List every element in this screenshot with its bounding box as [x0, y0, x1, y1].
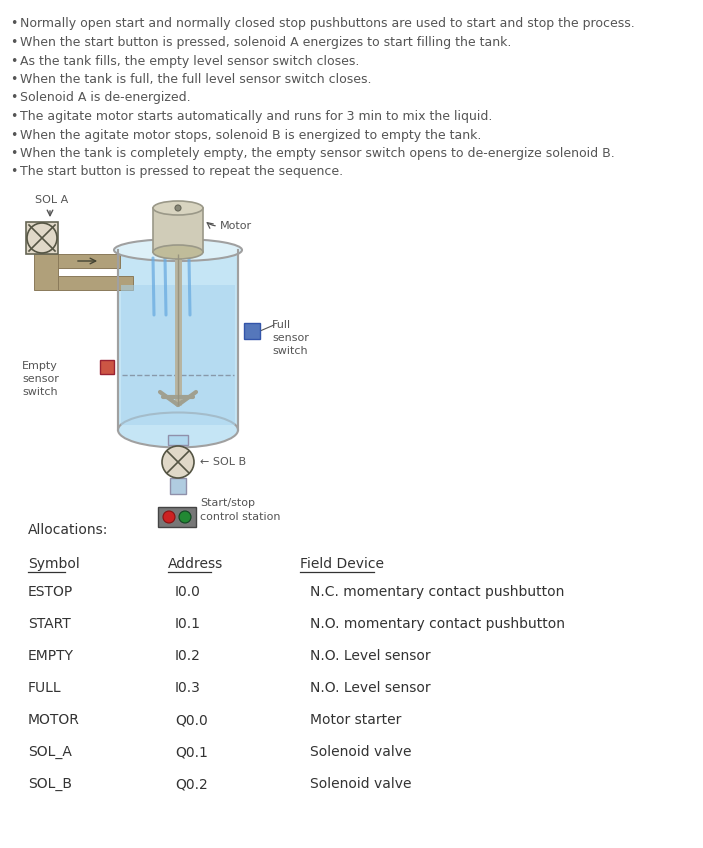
Circle shape: [163, 511, 175, 523]
Ellipse shape: [153, 245, 203, 259]
Ellipse shape: [118, 412, 238, 448]
Text: •: •: [10, 54, 18, 68]
Text: Solenoid valve: Solenoid valve: [310, 745, 411, 759]
Text: The start button is pressed to repeat the sequence.: The start button is pressed to repeat th…: [20, 165, 343, 178]
Circle shape: [175, 205, 181, 211]
Text: •: •: [10, 110, 18, 123]
Circle shape: [162, 446, 194, 478]
Text: •: •: [10, 18, 18, 31]
Bar: [244, 323, 260, 339]
Text: Normally open start and normally closed stop pushbuttons are used to start and s: Normally open start and normally closed …: [20, 18, 635, 31]
Text: •: •: [10, 129, 18, 142]
Text: Solenoid valve: Solenoid valve: [310, 777, 411, 791]
Text: When the tank is full, the full level sensor switch closes.: When the tank is full, the full level se…: [20, 73, 371, 86]
Bar: [100, 360, 114, 374]
Text: Full
sensor
switch: Full sensor switch: [272, 320, 309, 356]
Text: N.C. momentary contact pushbutton: N.C. momentary contact pushbutton: [310, 585, 565, 599]
Text: When the tank is completely empty, the empty sensor switch opens to de-energize : When the tank is completely empty, the e…: [20, 147, 614, 160]
Text: SOL A: SOL A: [35, 195, 68, 205]
Text: N.O. momentary contact pushbutton: N.O. momentary contact pushbutton: [310, 617, 565, 631]
Text: Address: Address: [168, 557, 224, 571]
Text: Q0.2: Q0.2: [175, 777, 208, 791]
Text: N.O. Level sensor: N.O. Level sensor: [310, 681, 431, 695]
Bar: [158, 507, 196, 527]
Text: SOL_B: SOL_B: [28, 777, 72, 791]
Text: N.O. Level sensor: N.O. Level sensor: [310, 649, 431, 663]
Bar: [42, 254, 120, 268]
Text: When the agitate motor stops, solenoid B is energized to empty the tank.: When the agitate motor stops, solenoid B…: [20, 129, 482, 142]
Text: MOTOR: MOTOR: [28, 713, 80, 727]
Text: As the tank fills, the empty level sensor switch closes.: As the tank fills, the empty level senso…: [20, 54, 359, 68]
Bar: [170, 478, 186, 494]
Bar: [118, 250, 238, 430]
Bar: [153, 208, 203, 252]
Bar: [26, 222, 58, 254]
Text: •: •: [10, 165, 18, 178]
Text: START: START: [28, 617, 71, 631]
Text: •: •: [10, 36, 18, 49]
Text: •: •: [10, 147, 18, 160]
Ellipse shape: [114, 239, 242, 261]
Text: SOL_A: SOL_A: [28, 745, 72, 759]
Text: •: •: [10, 73, 18, 86]
Text: Empty
sensor
switch: Empty sensor switch: [22, 361, 59, 398]
Text: Allocations:: Allocations:: [28, 523, 108, 537]
Text: ESTOP: ESTOP: [28, 585, 73, 599]
Text: I0.2: I0.2: [175, 649, 201, 663]
Text: When the start button is pressed, solenoid A energizes to start filling the tank: When the start button is pressed, soleno…: [20, 36, 511, 49]
Text: Field Device: Field Device: [300, 557, 384, 571]
Text: Motor starter: Motor starter: [310, 713, 401, 727]
Text: Symbol: Symbol: [28, 557, 79, 571]
Text: Start/stop
control station: Start/stop control station: [200, 499, 280, 522]
Text: The agitate motor starts automatically and runs for 3 min to mix the liquid.: The agitate motor starts automatically a…: [20, 110, 492, 123]
Text: •: •: [10, 92, 18, 104]
Bar: [34, 254, 58, 290]
Bar: [121, 285, 235, 425]
Text: Q0.1: Q0.1: [175, 745, 208, 759]
Text: I0.3: I0.3: [175, 681, 201, 695]
Text: I0.0: I0.0: [175, 585, 201, 599]
Ellipse shape: [153, 201, 203, 215]
Text: Solenoid A is de-energized.: Solenoid A is de-energized.: [20, 92, 191, 104]
Text: ← SOL B: ← SOL B: [200, 457, 246, 467]
Bar: [168, 435, 188, 445]
Circle shape: [179, 511, 191, 523]
Text: I0.1: I0.1: [175, 617, 201, 631]
Text: Motor: Motor: [220, 221, 252, 231]
Text: Q0.0: Q0.0: [175, 713, 208, 727]
Text: FULL: FULL: [28, 681, 62, 695]
Bar: [58, 276, 133, 290]
Text: EMPTY: EMPTY: [28, 649, 74, 663]
